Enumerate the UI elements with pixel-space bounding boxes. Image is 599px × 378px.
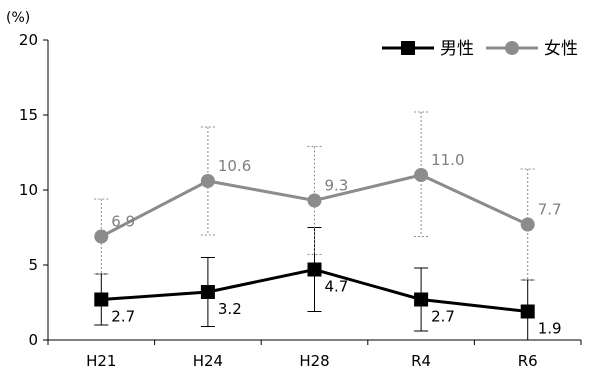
data-labels: 2.7 3.2 4.7 2.7 1.9 6.9 10.6 9.3 11.0 7.7 [111,151,561,338]
y-axis-unit-label: (%) [6,10,30,26]
data-label: 2.7 [111,308,135,326]
x-tick-label: H24 [193,352,223,370]
data-label: 2.7 [431,308,455,326]
x-tick-label: R6 [518,352,538,370]
y-tick-label: 5 [28,256,38,274]
legend-marker [401,41,415,55]
y-tick-label: 10 [19,181,38,199]
data-label: 6.9 [111,213,135,231]
data-point [94,292,109,307]
data-point [200,285,215,299]
legend-label: 女性 [544,39,578,59]
data-point [414,292,429,307]
x-tick-label: H28 [299,352,329,370]
data-label: 7.7 [538,201,562,219]
x-tick-label: H21 [86,352,116,370]
legend-label: 男性 [440,39,474,59]
data-point [307,262,322,277]
data-point [94,229,109,244]
data-label: 11.0 [431,151,464,169]
y-tick-label: 15 [19,106,38,124]
data-point [520,304,535,319]
data-point [520,217,535,232]
data-point [307,193,322,208]
axes: 0 5 10 15 20 H21 H24 H28 R4 R6 [19,31,582,370]
data-label: 1.9 [538,320,562,338]
series-markers [94,168,535,319]
data-label: 10.6 [218,157,251,175]
x-tick-label: R4 [411,352,431,370]
data-label: 3.2 [218,300,242,318]
data-point [200,174,215,188]
legend: 男性 女性 [382,39,578,59]
data-label: 4.7 [325,278,349,296]
data-label: 9.3 [325,177,349,195]
y-tick-label: 0 [28,331,38,349]
legend-marker [505,41,519,55]
y-tick-label: 20 [19,31,38,49]
data-point [414,168,429,182]
